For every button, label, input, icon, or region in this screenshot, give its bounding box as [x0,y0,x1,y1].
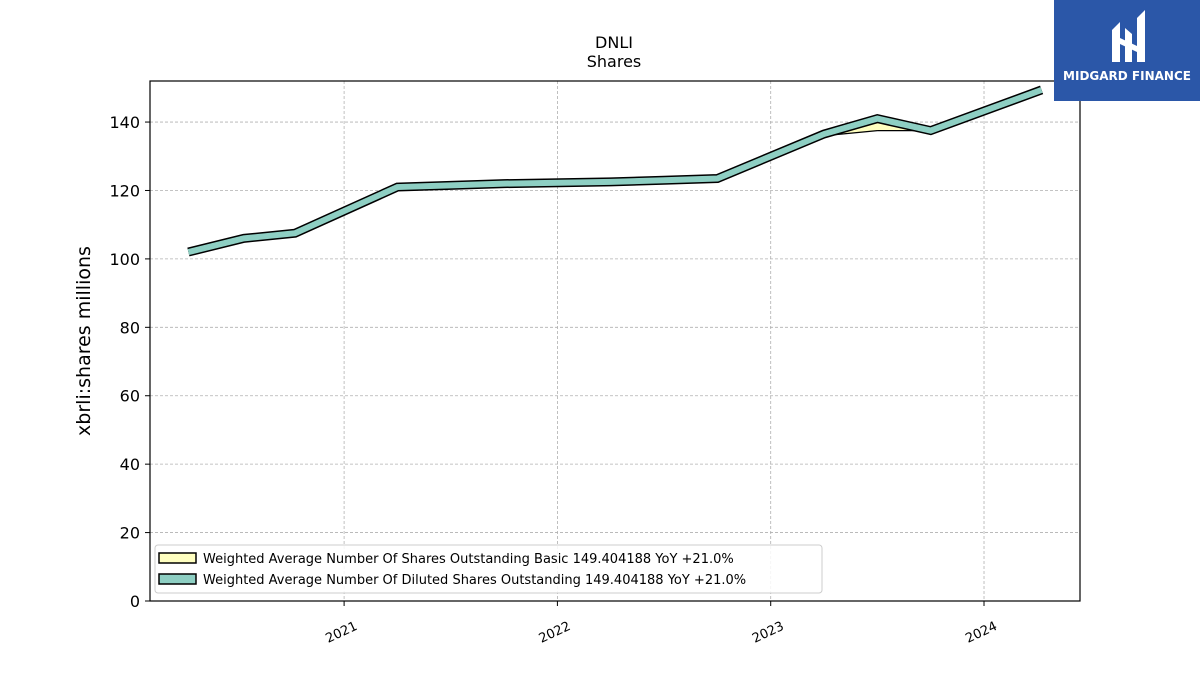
y-tick-label: 80 [120,318,140,337]
legend-label: Weighted Average Number Of Diluted Share… [203,573,746,588]
y-tick-label: 140 [109,113,140,132]
chart-title: DNLI [595,33,633,52]
y-axis-label: xbrli:shares millions [73,246,95,436]
chart-subtitle: Shares [586,52,642,71]
y-tick-label: 40 [120,455,140,474]
y-tick-label: 0 [130,592,140,611]
x-axis: 2021 2022 2023 2024 [323,601,1000,647]
series-lines [187,85,1044,257]
midgard-logo-icon [1112,10,1145,62]
y-tick-label: 60 [120,387,140,406]
brand-logo: MIDGARD FINANCE [1054,0,1200,101]
legend-swatch [158,552,197,564]
series-diluted-outline [187,85,1044,257]
grid [150,81,1080,601]
brand-name: MIDGARD FINANCE [1063,69,1191,83]
x-tick-label: 2024 [963,619,999,647]
plot-frame [149,80,1081,602]
legend-label: Weighted Average Number Of Shares Outsta… [203,552,734,567]
legend: Weighted Average Number Of Shares Outsta… [154,544,823,594]
y-axis: 0 20 40 60 80 100 120 140 [109,113,150,611]
x-tick-label: 2022 [537,619,573,647]
legend-box [154,544,823,594]
y-tick-label: 20 [120,524,140,543]
x-tick-label: 2023 [750,619,786,647]
legend-swatch [158,573,197,585]
y-tick-label: 100 [109,250,140,269]
x-tick-label: 2021 [323,619,359,647]
y-tick-label: 120 [109,181,140,200]
